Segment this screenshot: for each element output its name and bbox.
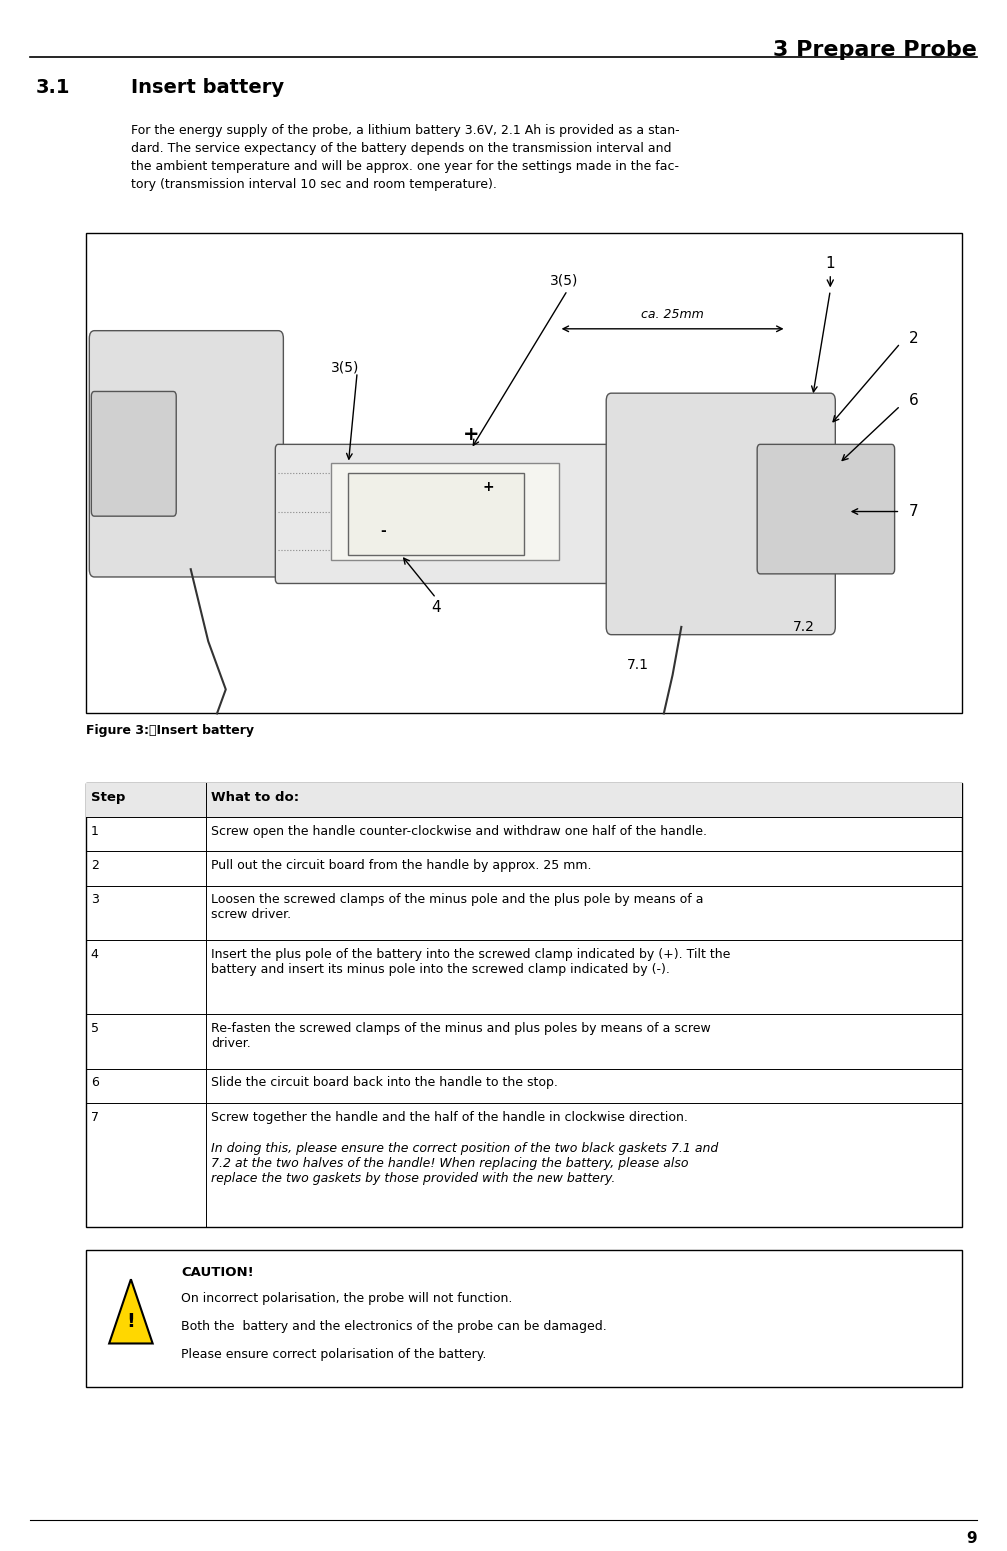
Text: ca. 25mm: ca. 25mm	[641, 309, 704, 321]
Text: +: +	[463, 425, 479, 444]
Text: In doing this, please ensure the correct position of the two black gaskets 7.1 a: In doing this, please ensure the correct…	[211, 1142, 719, 1185]
Text: On incorrect polarisation, the probe will not function.: On incorrect polarisation, the probe wil…	[181, 1292, 513, 1304]
Text: What to do:: What to do:	[211, 791, 300, 803]
Text: 2: 2	[909, 330, 918, 346]
Text: Slide the circuit board back into the handle to the stop.: Slide the circuit board back into the ha…	[211, 1076, 558, 1089]
Text: 1: 1	[826, 256, 835, 285]
FancyBboxPatch shape	[275, 445, 614, 583]
FancyBboxPatch shape	[606, 392, 835, 634]
Bar	[331, 464, 559, 560]
Text: 3(5): 3(5)	[550, 273, 578, 288]
Text: 7: 7	[909, 504, 918, 520]
Text: For the energy supply of the probe, a lithium battery 3.6V, 2.1 Ah is provided a: For the energy supply of the probe, a li…	[131, 124, 680, 191]
Text: Step: Step	[91, 791, 125, 803]
Text: 7.1: 7.1	[626, 658, 649, 673]
Text: -: -	[381, 524, 387, 538]
FancyBboxPatch shape	[90, 330, 283, 577]
FancyBboxPatch shape	[757, 445, 894, 574]
Text: Pull out the circuit board from the handle by approx. 25 mm.: Pull out the circuit board from the hand…	[211, 859, 592, 872]
Text: 7.2: 7.2	[794, 620, 815, 634]
Text: Re-fasten the screwed clamps of the minus and plus poles by means of a screw
dri: Re-fasten the screwed clamps of the minu…	[211, 1022, 711, 1050]
Bar	[348, 473, 524, 555]
Text: 9: 9	[966, 1531, 977, 1546]
Text: Screw together the handle and the half of the handle in clockwise direction.: Screw together the handle and the half o…	[211, 1111, 689, 1123]
Bar	[86, 1250, 962, 1387]
Text: 7: 7	[91, 1111, 99, 1123]
Text: 3(5): 3(5)	[331, 360, 359, 374]
Text: Insert the plus pole of the battery into the screwed clamp indicated by (+). Til: Insert the plus pole of the battery into…	[211, 948, 731, 976]
Text: 5: 5	[91, 1022, 99, 1035]
Text: 4: 4	[431, 600, 441, 616]
Text: 3.1: 3.1	[35, 78, 69, 96]
Text: 3 Prepare Probe: 3 Prepare Probe	[773, 40, 977, 60]
Text: Screw open the handle counter-clockwise and withdraw one half of the handle.: Screw open the handle counter-clockwise …	[211, 825, 708, 838]
Text: !: !	[127, 1312, 135, 1331]
Bar	[86, 783, 962, 1227]
Text: Figure 3:	Insert battery: Figure 3: Insert battery	[86, 724, 254, 737]
Text: 3: 3	[91, 893, 99, 906]
Bar	[86, 233, 962, 713]
Text: Please ensure correct polarisation of the battery.: Please ensure correct polarisation of th…	[181, 1348, 486, 1360]
Text: Loosen the screwed clamps of the minus pole and the plus pole by means of a
scre: Loosen the screwed clamps of the minus p…	[211, 893, 704, 921]
Text: 2: 2	[91, 859, 99, 872]
Text: +: +	[482, 481, 494, 495]
Text: 6: 6	[909, 394, 918, 408]
Polygon shape	[109, 1280, 153, 1343]
Text: 4: 4	[91, 948, 99, 960]
Text: 1: 1	[91, 825, 99, 838]
Text: 6: 6	[91, 1076, 99, 1089]
Bar	[86, 783, 962, 817]
Text: Both the  battery and the electronics of the probe can be damaged.: Both the battery and the electronics of …	[181, 1320, 607, 1332]
Text: CAUTION!: CAUTION!	[181, 1266, 254, 1278]
FancyBboxPatch shape	[92, 391, 176, 516]
Text: Insert battery: Insert battery	[131, 78, 284, 96]
